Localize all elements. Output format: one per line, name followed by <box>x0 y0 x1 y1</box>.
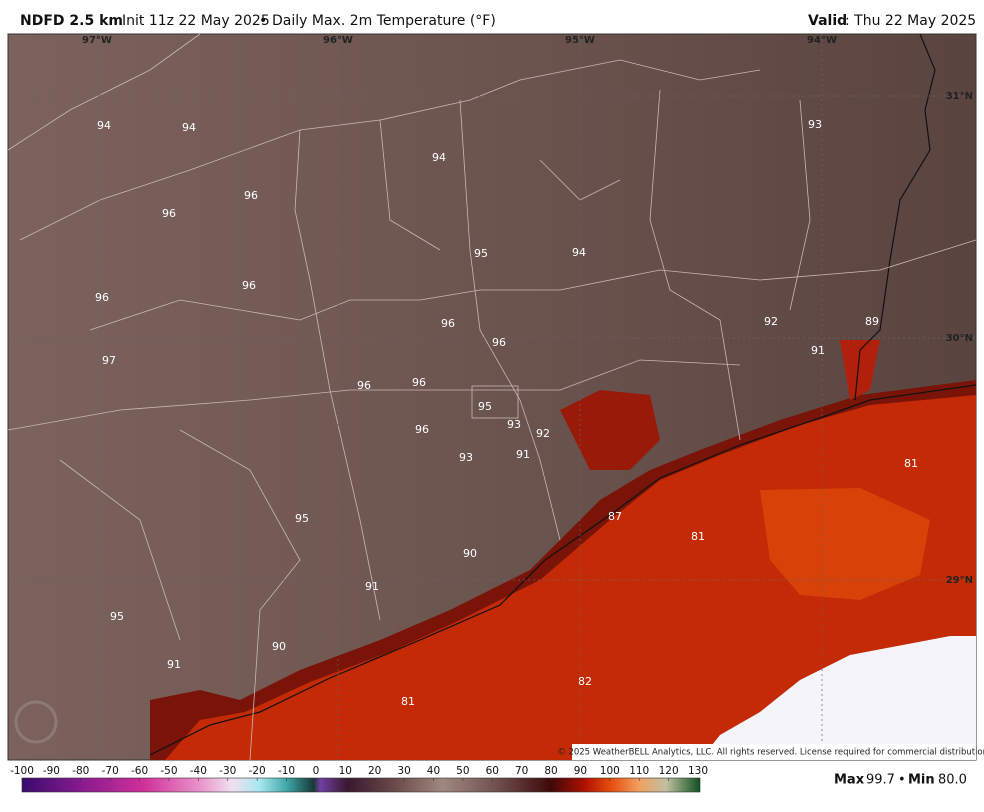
colorbar-tick-label: -80 <box>72 765 89 777</box>
colorbar-tick-label: -50 <box>160 765 177 777</box>
temperature-label: 96 <box>357 379 371 392</box>
colorbar-tick-label: 10 <box>339 765 352 777</box>
colorbar-tick-label: 30 <box>397 765 410 777</box>
temperature-label: 92 <box>536 427 550 440</box>
temperature-label: 94 <box>432 151 446 164</box>
colorbar <box>21 777 701 793</box>
valid-value: : Thu 22 May 2025 <box>845 13 976 29</box>
temperature-label: 96 <box>162 207 176 220</box>
copyright-box <box>572 744 976 760</box>
colorbar-tick-label: 100 <box>600 765 620 777</box>
temperature-label: 93 <box>459 451 473 464</box>
temperature-label: 94 <box>97 119 111 132</box>
coastline <box>149 384 977 756</box>
temperature-label: 92 <box>764 315 778 328</box>
min-label: Min <box>908 773 935 788</box>
max-label: Max <box>834 773 865 788</box>
colorbar-tick-label: -60 <box>131 765 148 777</box>
model: NDFD 2.5 km <box>20 13 123 29</box>
separator: • <box>898 773 906 788</box>
colorbar-tick-label: 50 <box>456 765 469 777</box>
colorbar-tick-label: 90 <box>574 765 587 777</box>
temperature-label: 95 <box>295 512 309 525</box>
colorbar-tick-label: 70 <box>515 765 528 777</box>
separator: • <box>259 13 267 29</box>
colorbar-tick-label: -90 <box>43 765 60 777</box>
temperature-label: 81 <box>691 530 705 543</box>
temperature-label: 97 <box>102 354 116 367</box>
temperature-label: 96 <box>415 423 429 436</box>
temperature-label: 93 <box>507 418 521 431</box>
max-value: 99.7 <box>866 773 895 788</box>
temperature-label: 94 <box>572 246 586 259</box>
temperature-label: 93 <box>808 118 822 131</box>
colorbar-tick-label: 120 <box>659 765 679 777</box>
colorbar-tick-label: -70 <box>102 765 119 777</box>
temperature-label: 81 <box>904 457 918 470</box>
colorbar-tick-label: 40 <box>427 765 440 777</box>
temperature-label: 90 <box>272 640 286 653</box>
colorbar-tick-label: 60 <box>486 765 499 777</box>
graticule <box>8 34 976 760</box>
temperature-label: 95 <box>474 247 488 260</box>
colorbar-tick-label: -40 <box>190 765 207 777</box>
lon-label: 96°W <box>323 35 353 46</box>
init: Init 11z 22 May 2025 <box>122 13 270 29</box>
valid-label: Valid <box>808 13 847 29</box>
temperature-label: 96 <box>412 376 426 389</box>
temperature-label: 96 <box>95 291 109 304</box>
colorbar-tick-label: 80 <box>544 765 557 777</box>
lat-label: 30°N <box>946 333 973 344</box>
min-value: 80.0 <box>938 773 967 788</box>
lat-label: 31°N <box>946 91 973 102</box>
field: Daily Max. 2m Temperature (°F) <box>272 13 496 29</box>
colorbar-tick-label: 0 <box>313 765 320 777</box>
temperature-label: 82 <box>578 675 592 688</box>
temperature-label: 95 <box>478 400 492 413</box>
state-border <box>854 33 936 401</box>
colorbar-tick-label: -30 <box>219 765 236 777</box>
county-lines <box>7 33 977 761</box>
temperature-label: 81 <box>401 695 415 708</box>
temperature-label: 87 <box>608 510 622 523</box>
lake <box>840 340 880 400</box>
temperature-label: 96 <box>244 189 258 202</box>
lat-label: 29°N <box>946 575 973 586</box>
lon-label: 97°W <box>82 35 112 46</box>
temperature-label: 94 <box>182 121 196 134</box>
temperature-label: 91 <box>811 344 825 357</box>
ocean <box>165 395 976 760</box>
map: © 2025 WeatherBELL Analytics, LLC. All r… <box>7 33 984 761</box>
lon-label: 95°W <box>565 35 595 46</box>
bay <box>560 390 660 470</box>
temperature-label: 91 <box>516 448 530 461</box>
temperature-label: 96 <box>492 336 506 349</box>
temperature-label: 89 <box>865 315 879 328</box>
temperature-label: 96 <box>441 317 455 330</box>
lon-label: 94°W <box>807 35 837 46</box>
temperature-label: 90 <box>463 547 477 560</box>
copyright: © 2025 WeatherBELL Analytics, LLC. All r… <box>557 748 984 758</box>
colorbar-tick-label: -10 <box>278 765 295 777</box>
logo <box>14 700 58 744</box>
warm-patch <box>760 488 930 600</box>
temperature-label: 91 <box>167 658 181 671</box>
colorbar-tick-label: -20 <box>249 765 266 777</box>
colorbar-tick-label: -100 <box>10 765 34 777</box>
colorbar-tick-label: 130 <box>688 765 708 777</box>
temperature-label: 96 <box>242 279 256 292</box>
colorbar-tick-label: 20 <box>368 765 381 777</box>
temperature-label: 95 <box>110 610 124 623</box>
colorbar-tick-label: 110 <box>629 765 649 777</box>
no-data <box>700 636 976 760</box>
temperature-label: 91 <box>365 580 379 593</box>
